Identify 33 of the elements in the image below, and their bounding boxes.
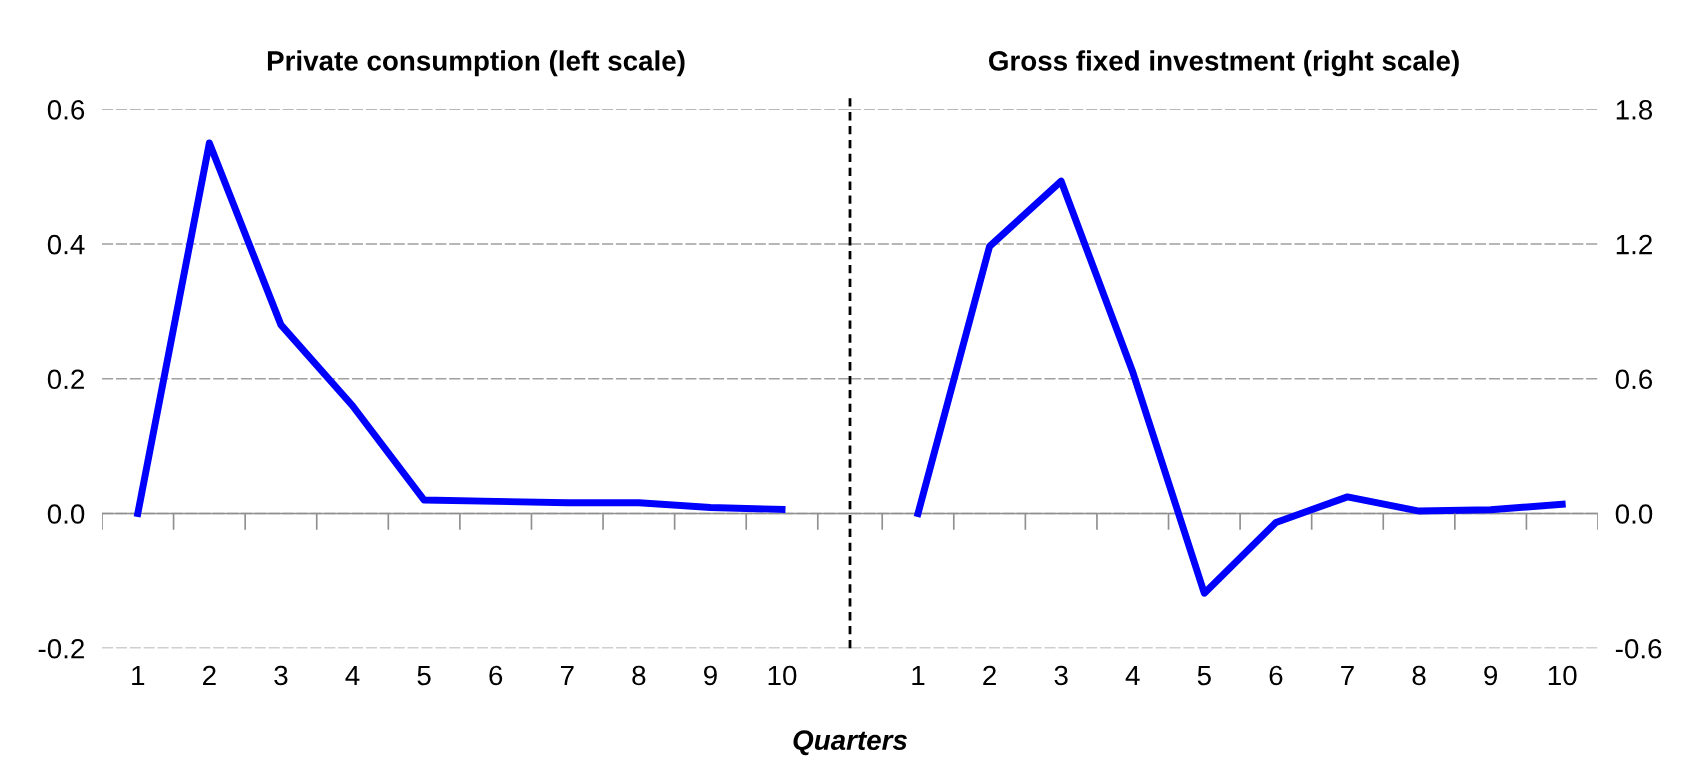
y-tick-label: 0.6	[47, 100, 85, 120]
y2-tick-label: 1.2	[1616, 234, 1652, 255]
x-tick-label: 10	[768, 665, 797, 686]
chart-title: Private consumption (left scale)	[267, 50, 685, 77]
x-tick-label: 6	[489, 665, 503, 686]
x-tick-label: 1	[132, 665, 145, 686]
x-tick-label: 4	[345, 665, 360, 686]
x-tick-label: 6	[1269, 665, 1283, 686]
y2-tick-label: 1.8	[1616, 100, 1653, 120]
x-tick-label: 7	[1341, 665, 1354, 686]
x-tick-label: 9	[1484, 665, 1498, 686]
x-tick-label: 5	[417, 665, 431, 686]
x-tick-label: 2	[203, 665, 216, 686]
y2-tick-label: -0.6	[1615, 638, 1662, 659]
y-tick-label: -0.2	[38, 638, 84, 659]
x-tick-label: 5	[1197, 665, 1211, 686]
x-tick-label: 7	[560, 665, 574, 686]
x-tick-label: 1	[912, 665, 925, 686]
x-tick-label: 8	[632, 665, 646, 686]
y-tick-label: 0.0	[47, 504, 85, 524]
x-tick-label: 3	[1054, 665, 1068, 686]
y2-tick-label: 0.6	[1615, 369, 1653, 390]
x-axis-title: Quarters	[793, 730, 907, 756]
y-tick-label: 0.2	[47, 369, 84, 390]
x-tick-label: 4	[1125, 665, 1140, 686]
x-tick-label: 3	[274, 665, 288, 686]
x-tick-label: 10	[1548, 665, 1577, 686]
x-tick-label: 2	[983, 665, 996, 686]
y-tick-label: 0.4	[47, 234, 85, 255]
x-tick-label: 9	[704, 665, 717, 686]
y2-tick-label: 0.0	[1615, 504, 1653, 524]
x-tick-label: 8	[1412, 665, 1426, 686]
chart-title: Gross fixed investment (right scale)	[988, 50, 1459, 77]
